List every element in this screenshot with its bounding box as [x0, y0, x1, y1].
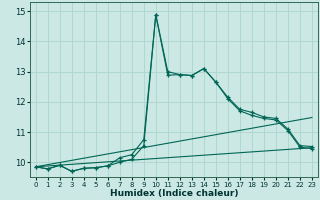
X-axis label: Humidex (Indice chaleur): Humidex (Indice chaleur)	[109, 189, 238, 198]
